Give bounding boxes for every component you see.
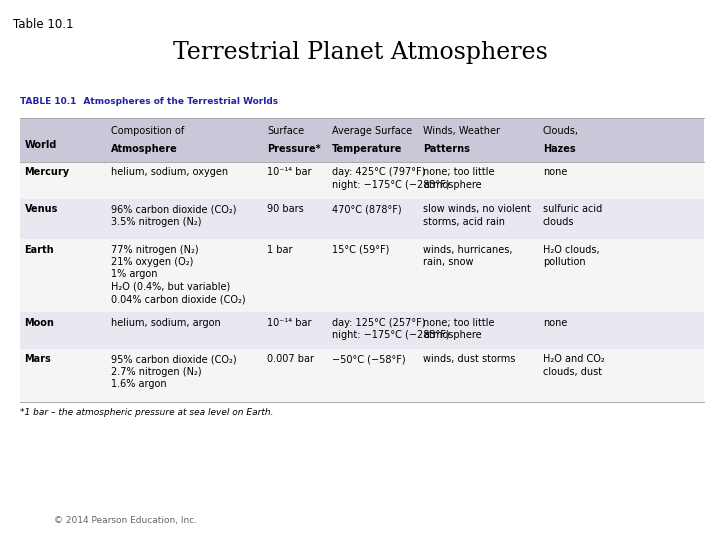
Text: Venus: Venus: [24, 204, 58, 214]
Text: TABLE 10.1: TABLE 10.1: [20, 97, 76, 106]
Text: Mars: Mars: [24, 354, 51, 364]
Bar: [20, 118, 704, 162]
Text: Atmosphere: Atmosphere: [111, 144, 178, 154]
Text: helium, sodium, oxygen: helium, sodium, oxygen: [111, 167, 228, 178]
Text: 95% carbon dioxide (CO₂)
2.7% nitrogen (N₂)
1.6% argon: 95% carbon dioxide (CO₂) 2.7% nitrogen (…: [111, 354, 236, 389]
Text: Winds, Weather: Winds, Weather: [423, 125, 500, 136]
Text: none: none: [543, 167, 567, 178]
Text: day: 425°C (797°F)
night: −175°C (−283°F): day: 425°C (797°F) night: −175°C (−283°F…: [332, 167, 449, 190]
Text: 10⁻¹⁴ bar: 10⁻¹⁴ bar: [267, 167, 312, 178]
Text: 15°C (59°F): 15°C (59°F): [332, 245, 390, 255]
Text: Patterns: Patterns: [423, 144, 470, 154]
Text: Pressure*: Pressure*: [267, 144, 320, 154]
Text: 0.007 bar: 0.007 bar: [267, 354, 314, 364]
Text: H₂O and CO₂
clouds, dust: H₂O and CO₂ clouds, dust: [543, 354, 605, 376]
Text: H₂O clouds,
pollution: H₂O clouds, pollution: [543, 245, 600, 267]
Text: Earth: Earth: [24, 245, 54, 255]
Text: Composition of: Composition of: [111, 125, 184, 136]
Bar: [20, 312, 704, 349]
Text: helium, sodium, argon: helium, sodium, argon: [111, 318, 220, 328]
Text: none: none: [543, 318, 567, 328]
Text: slow winds, no violent
storms, acid rain: slow winds, no violent storms, acid rain: [423, 204, 531, 226]
Text: sulfuric acid
clouds: sulfuric acid clouds: [543, 204, 602, 226]
Text: 10⁻¹⁴ bar: 10⁻¹⁴ bar: [267, 318, 312, 328]
Text: winds, dust storms: winds, dust storms: [423, 354, 516, 364]
Text: day: 125°C (257°F)
night: −175°C (−283°F): day: 125°C (257°F) night: −175°C (−283°F…: [332, 318, 449, 340]
Text: winds, hurricanes,
rain, snow: winds, hurricanes, rain, snow: [423, 245, 513, 267]
Text: 77% nitrogen (N₂)
21% oxygen (O₂)
1% argon
H₂O (0.4%, but variable)
0.04% carbon: 77% nitrogen (N₂) 21% oxygen (O₂) 1% arg…: [111, 245, 246, 304]
Text: World: World: [24, 140, 57, 150]
Text: Surface: Surface: [267, 125, 305, 136]
Text: Atmospheres of the Terrestrial Worlds: Atmospheres of the Terrestrial Worlds: [74, 97, 279, 106]
Text: 1 bar: 1 bar: [267, 245, 292, 255]
Text: Table 10.1: Table 10.1: [13, 18, 73, 31]
Text: Moon: Moon: [24, 318, 54, 328]
Bar: [20, 162, 704, 199]
Text: *1 bar – the atmospheric pressure at sea level on Earth.: *1 bar – the atmospheric pressure at sea…: [20, 408, 274, 417]
Bar: [20, 199, 704, 239]
Text: Mercury: Mercury: [24, 167, 70, 178]
Text: © 2014 Pearson Education, Inc.: © 2014 Pearson Education, Inc.: [54, 516, 197, 525]
Text: Temperature: Temperature: [332, 144, 402, 154]
Text: none; too little
atmosphere: none; too little atmosphere: [423, 167, 495, 190]
Text: none; too little
atmosphere: none; too little atmosphere: [423, 318, 495, 340]
Text: Hazes: Hazes: [543, 144, 575, 154]
Text: Average Surface: Average Surface: [332, 125, 412, 136]
Bar: [20, 349, 704, 402]
Text: Terrestrial Planet Atmospheres: Terrestrial Planet Atmospheres: [173, 40, 547, 64]
Text: 96% carbon dioxide (CO₂)
3.5% nitrogen (N₂): 96% carbon dioxide (CO₂) 3.5% nitrogen (…: [111, 204, 236, 226]
Text: Clouds,: Clouds,: [543, 125, 579, 136]
Text: −50°C (−58°F): −50°C (−58°F): [332, 354, 405, 364]
Text: 470°C (878°F): 470°C (878°F): [332, 204, 402, 214]
Text: 90 bars: 90 bars: [267, 204, 304, 214]
Bar: [20, 239, 704, 312]
